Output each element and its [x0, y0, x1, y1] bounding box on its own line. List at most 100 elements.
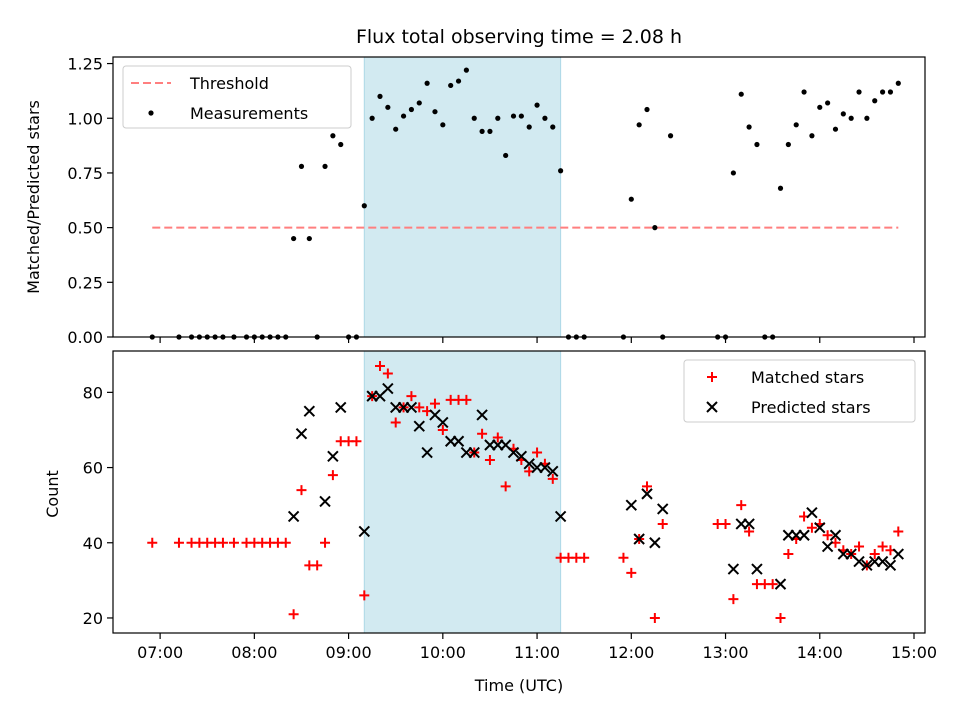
bottom-series-predicted-stars-point — [413, 420, 425, 432]
top-series-measurements-point — [479, 128, 485, 134]
top-observing-span — [363, 56, 562, 338]
top-y-tick-label: 0.50 — [67, 219, 103, 238]
bottom-series-matched-stars-point — [351, 436, 362, 447]
bottom-series-matched-stars-point — [775, 612, 786, 623]
top-y-tick-label: 0.25 — [67, 273, 103, 292]
bottom-series-matched-stars-point — [406, 391, 417, 402]
bottom-series-predicted-stars-point — [633, 533, 645, 545]
bottom-series-matched-stars-point — [728, 594, 739, 605]
bottom-series-matched-stars-point — [429, 398, 440, 409]
bottom-series-predicted-stars-point — [774, 578, 787, 590]
bottom-series-predicted-stars-point — [821, 540, 834, 553]
bottom-series-matched-stars-point — [500, 481, 511, 492]
bottom-series-matched-stars-point — [767, 579, 778, 590]
bottom-series-predicted-stars-point — [751, 563, 763, 575]
bottom-series-matched-stars-point — [437, 424, 448, 435]
top-series-measurements-point — [377, 93, 383, 99]
top-series-measurements-point — [455, 78, 462, 84]
bottom-series-predicted-stars-point — [476, 409, 488, 421]
top-series-measurements-point — [550, 124, 556, 130]
top-series-measurements-point — [832, 126, 839, 132]
top-series-measurements-point — [471, 115, 477, 121]
bottom-series-predicted-stars-point — [319, 495, 331, 508]
bottom-series-predicted-stars-point — [452, 435, 465, 447]
top-y-tick-label: 0.00 — [67, 328, 103, 347]
bottom-series-predicted-stars-point — [287, 510, 300, 523]
top-series-measurements-point — [416, 100, 422, 106]
top-series-measurements-point — [754, 141, 760, 148]
bottom-series-predicted-stars-point — [814, 522, 826, 534]
bottom-series-predicted-stars-point — [335, 401, 347, 414]
top-series-measurements-point — [448, 82, 454, 89]
top-series-measurements-point — [361, 203, 367, 209]
bottom-legend-entry-matched-stars-label: Matched stars — [751, 368, 864, 387]
bottom-series-predicted-stars-point — [405, 401, 418, 414]
bottom-series-matched-stars-point — [228, 537, 239, 548]
top-series-measurements-point — [495, 115, 501, 121]
bottom-series-matched-stars-point — [147, 537, 158, 548]
top-series-measurements-point — [526, 124, 532, 130]
bottom-series-predicted-stars-point — [303, 405, 316, 417]
top-series-measurements-point — [652, 225, 658, 231]
top-y-axis-label: Matched/Predicted stars — [24, 100, 43, 294]
x-axis-label: Time (UTC) — [474, 676, 563, 695]
bottom-series-predicted-stars-point — [876, 555, 889, 568]
bottom-series-matched-stars-point — [484, 455, 495, 466]
bottom-series-matched-stars-point — [312, 560, 323, 571]
bottom-series-matched-stars-point — [320, 537, 331, 548]
top-series-measurements-point — [777, 185, 784, 191]
top-series-measurements-point — [385, 104, 391, 110]
top-y-tick-label: 1.00 — [67, 109, 103, 128]
bottom-series-matched-stars-point — [720, 518, 731, 529]
top-series-measurements-point — [291, 235, 297, 242]
bottom-series-predicted-stars-point — [649, 537, 661, 549]
bottom-x-tick-label: 07:00 — [137, 643, 183, 662]
bottom-series-predicted-stars-point — [421, 446, 433, 459]
bottom-y-tick-label: 20 — [83, 609, 103, 628]
top-legend: Threshold Measurements — [122, 65, 352, 129]
top-series-measurements-point — [463, 67, 469, 73]
top-series-measurements-point — [322, 163, 328, 169]
top-panel: 0.00 0.25 0.50 0.75 1.00 1.25 Threshold Measure… — [67, 55, 926, 347]
top-series-measurements-point — [840, 111, 846, 117]
bottom-plot-frame — [112, 350, 926, 634]
top-series-measurements-point — [817, 104, 823, 110]
bottom-series-predicted-stars-point — [523, 458, 535, 470]
bottom-series-predicted-stars-point — [382, 382, 394, 395]
bottom-legend-box — [683, 359, 916, 423]
top-series-measurements-point — [895, 80, 901, 86]
top-series-measurements-point — [330, 133, 336, 139]
top-series-measurements-point — [510, 113, 517, 119]
bottom-x-tick-label: 12:00 — [608, 643, 654, 662]
top-legend-box — [122, 65, 352, 129]
bottom-series-predicted-stars-point — [641, 488, 653, 500]
bottom-series-predicted-stars-point — [884, 559, 897, 572]
bottom-series-predicted-stars-point — [327, 450, 339, 462]
bottom-observing-span — [363, 350, 562, 634]
bottom-legend: Matched stars Predicted stars — [683, 359, 916, 423]
bottom-x-tick-label: 09:00 — [326, 643, 372, 662]
top-series-measurements-point — [518, 113, 524, 119]
top-series-measurements-point — [801, 89, 807, 95]
bottom-series-matched-stars-point — [547, 473, 558, 484]
top-legend-entry-measurements-label: Measurements — [190, 104, 308, 123]
bottom-series-matched-stars-point — [375, 361, 386, 372]
bottom-series-predicted-stars-point — [806, 506, 818, 519]
top-series-measurements-point — [636, 122, 642, 128]
bottom-series-matched-stars-point — [414, 402, 425, 413]
top-series-measurements-point — [793, 122, 799, 128]
bottom-series-matched-stars-point — [280, 537, 291, 548]
bottom-series-predicted-stars-point — [468, 446, 480, 459]
bottom-series-predicted-stars-point — [892, 548, 905, 560]
bottom-series-predicted-stars-point — [625, 499, 638, 511]
top-series-measurements-point — [542, 115, 548, 121]
bottom-legend-entry-matched-stars-marker — [707, 372, 717, 382]
bottom-series-matched-stars-point — [390, 417, 401, 428]
top-series-measurements-point — [738, 91, 744, 97]
top-legend-entry-measurements-marker — [148, 110, 154, 116]
bottom-legend-entry-predicted-stars-label: Predicted stars — [751, 398, 871, 417]
bottom-series-predicted-stars-point — [358, 525, 371, 538]
bottom-series-matched-stars-point — [642, 481, 653, 492]
bottom-series-matched-stars-point — [461, 394, 472, 405]
bottom-series-predicted-stars-point — [507, 446, 520, 459]
